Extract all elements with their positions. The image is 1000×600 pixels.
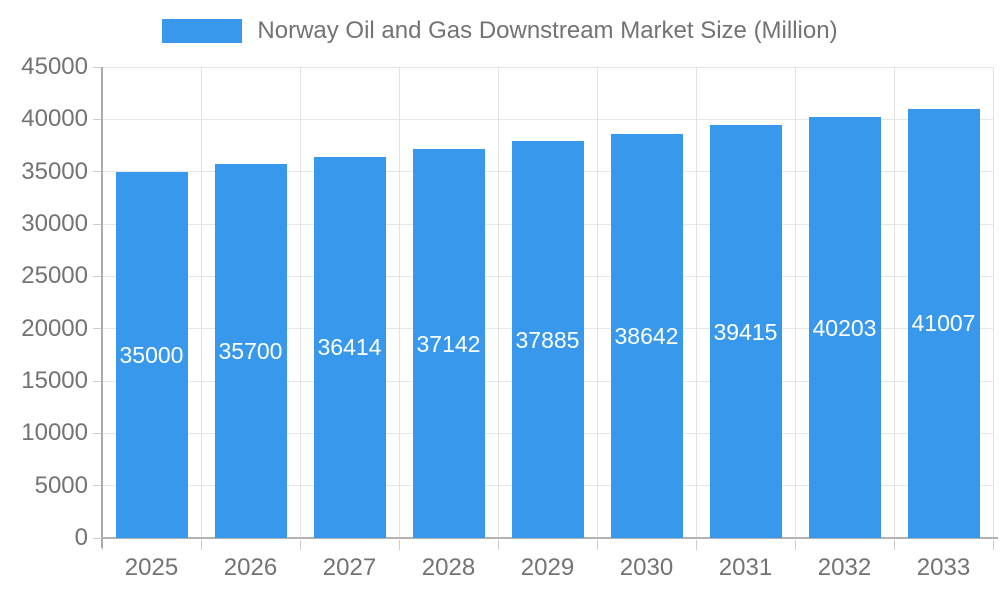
x-tick	[893, 540, 895, 550]
x-axis-line	[101, 537, 998, 539]
x-axis-label: 2033	[916, 554, 971, 581]
bar-value-label: 35000	[119, 341, 184, 368]
bar-value-label: 38642	[614, 322, 679, 349]
y-tick	[93, 275, 101, 277]
y-axis-label: 10000	[21, 419, 88, 447]
x-axis-label: 2030	[619, 554, 674, 581]
gridline-h	[102, 118, 993, 120]
x-tick	[299, 540, 301, 550]
y-axis-label: 20000	[21, 314, 88, 342]
gridline-v	[497, 67, 499, 538]
y-axis-label: 45000	[21, 53, 88, 80]
x-tick	[992, 540, 994, 550]
bar-2030: 38642	[610, 133, 683, 538]
x-axis-label: 2028	[421, 554, 476, 581]
legend-swatch	[162, 19, 243, 43]
y-tick	[93, 66, 101, 68]
x-tick	[695, 540, 697, 550]
x-tick	[200, 540, 202, 550]
y-axis-label: 35000	[21, 157, 88, 185]
gridline-v	[794, 67, 796, 538]
bar-2033: 41007	[907, 108, 980, 538]
gridline-v	[398, 67, 400, 538]
x-tick	[497, 540, 499, 550]
x-tick	[596, 540, 598, 550]
y-axis-line	[101, 67, 103, 548]
gridline-v	[200, 67, 202, 538]
y-tick	[93, 223, 101, 225]
y-axis-label: 30000	[21, 210, 88, 237]
y-axis-label: 15000	[21, 367, 88, 394]
y-axis-label: 5000	[34, 471, 88, 499]
y-tick	[93, 537, 101, 539]
x-axis-label: 2032	[817, 554, 872, 581]
bar-value-label: 41007	[911, 310, 976, 337]
x-axis-label: 2029	[520, 554, 575, 581]
y-tick	[93, 380, 101, 382]
y-axis-label: 40000	[21, 105, 88, 133]
x-tick	[794, 540, 796, 550]
gridline-v	[695, 67, 697, 538]
x-axis-label: 2026	[223, 554, 278, 581]
bar-2032: 40203	[808, 117, 881, 538]
bar-2027: 36414	[313, 156, 386, 538]
bar-value-label: 37885	[515, 326, 580, 353]
gridline-v	[299, 67, 301, 538]
y-tick	[93, 118, 101, 120]
x-axis-label: 2027	[322, 554, 377, 581]
gridline-v	[992, 67, 994, 538]
gridline-h	[102, 66, 993, 68]
bar-value-label: 39415	[713, 318, 778, 345]
bar-2029: 37885	[511, 141, 584, 538]
y-axis-label: 0	[74, 524, 88, 551]
gridline-v	[893, 67, 895, 538]
legend-label: Norway Oil and Gas Downstream Market Siz…	[257, 17, 838, 44]
chart-legend: Norway Oil and Gas Downstream Market Siz…	[0, 17, 1000, 45]
y-tick	[93, 485, 101, 487]
y-tick	[93, 328, 101, 330]
bar-value-label: 36414	[317, 334, 382, 361]
bar-2026: 35700	[214, 164, 287, 538]
y-tick	[93, 171, 101, 173]
y-tick	[93, 432, 101, 434]
bar-value-label: 40203	[812, 314, 877, 341]
bar-value-label: 35700	[218, 338, 283, 365]
plot-area: 35000 35700 36414 37142 37885 38642 39415 40203…	[93, 66, 998, 550]
x-axis-label: 2025	[124, 554, 179, 581]
y-axis-label: 25000	[21, 262, 88, 290]
x-axis-label: 2031	[718, 554, 773, 581]
bar-2028: 37142	[412, 149, 485, 538]
bar-value-label: 37142	[416, 330, 481, 357]
gridline-v	[596, 67, 598, 538]
bar-2031: 39415	[709, 125, 782, 538]
x-tick	[398, 540, 400, 550]
bar-2025: 35000	[115, 171, 188, 538]
